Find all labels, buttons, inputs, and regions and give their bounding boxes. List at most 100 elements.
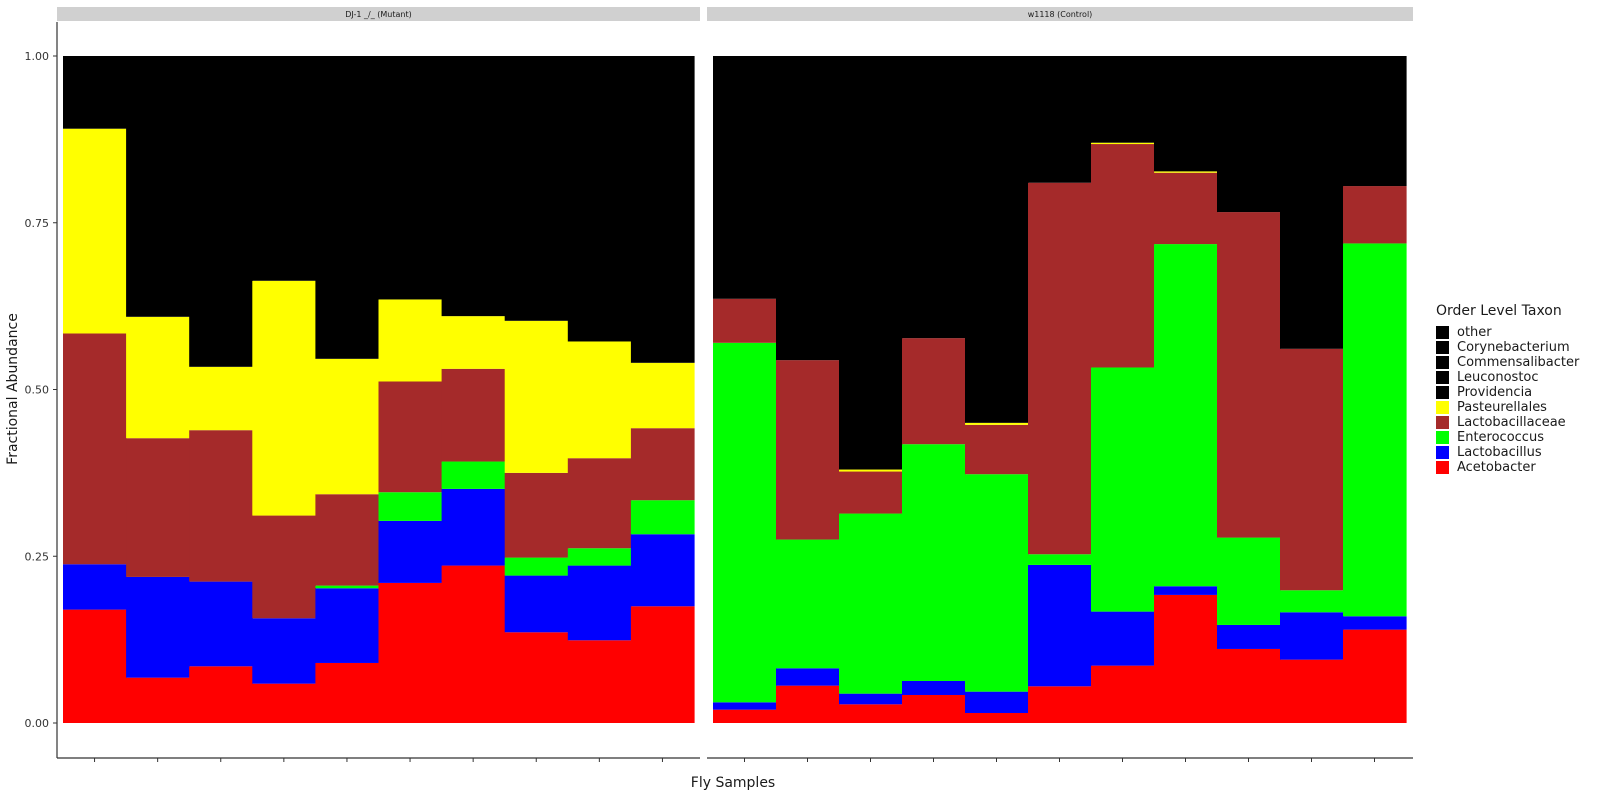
y-tick-label: 1.00	[25, 50, 50, 63]
bar-segment	[1280, 659, 1344, 723]
bar-segment	[315, 494, 380, 586]
bar-segment	[1028, 554, 1092, 565]
bar-segment	[189, 430, 253, 582]
bar-segment	[567, 565, 632, 641]
bar-segment	[315, 56, 380, 359]
bar-segment	[839, 56, 903, 470]
legend-key	[1436, 431, 1449, 444]
legend-key	[1436, 401, 1449, 414]
bar-segment	[441, 316, 506, 369]
bar-segment	[252, 618, 316, 684]
legend-key	[1436, 416, 1449, 429]
legend-key	[1436, 371, 1449, 384]
bar-segment	[1154, 172, 1218, 245]
bar-segment	[965, 713, 1029, 723]
x-axis-label: Fly Samples	[691, 775, 775, 791]
bar-segment	[1091, 144, 1155, 368]
facet-title: DJ-1 _/_ (Mutant)	[345, 10, 411, 19]
bar-segment	[126, 316, 190, 439]
bar-segment	[504, 557, 569, 576]
legend-item: Pasteurellales	[1436, 400, 1596, 415]
bar-segment	[63, 333, 127, 565]
y-tick-label: 0.50	[25, 384, 50, 397]
legend-item: Enterococcus	[1436, 430, 1596, 445]
bar-segment	[902, 56, 966, 339]
bar-segment	[1280, 348, 1344, 591]
bars-layer	[63, 56, 1407, 723]
bar-segment	[630, 606, 695, 723]
bar-segment	[504, 320, 569, 473]
facet-strip	[707, 7, 1413, 21]
bar-segment	[1217, 56, 1281, 213]
bar-segment	[839, 469, 903, 472]
bar-segment	[441, 461, 506, 489]
bar-segment	[189, 581, 253, 667]
bar-segment	[126, 576, 190, 678]
bar-segment	[1217, 648, 1281, 723]
bar-segment	[776, 685, 840, 723]
bar-segment	[839, 513, 903, 694]
bar-segment	[1028, 686, 1092, 723]
legend-key	[1436, 386, 1449, 399]
legend-items: other Corynebacterium Commensalibacter Leuc…	[1436, 325, 1596, 475]
legend-item: Lactobacillus	[1436, 445, 1596, 460]
bar-segment	[713, 709, 777, 723]
bar-segment	[441, 368, 506, 462]
legend-label: Pasteurellales	[1457, 400, 1547, 415]
bar-segment	[1028, 564, 1092, 687]
bar-segment	[567, 341, 632, 459]
bar-segment	[902, 694, 966, 723]
bar-segment	[713, 702, 777, 710]
legend-item: Leuconostoc	[1436, 370, 1596, 385]
legend-item: other	[1436, 325, 1596, 340]
legend-item: Corynebacterium	[1436, 340, 1596, 355]
bar-segment	[713, 298, 777, 343]
legend-item: Acetobacter	[1436, 460, 1596, 475]
legend-label: Lactobacillus	[1457, 445, 1542, 460]
legend-title: Order Level Taxon	[1436, 303, 1562, 319]
bar-segment	[776, 539, 840, 669]
bar-segment	[1343, 243, 1407, 617]
legend-label: Enterococcus	[1457, 430, 1544, 445]
bar-segment	[252, 683, 316, 723]
bar-segment	[1154, 56, 1218, 172]
axes-layer: 0.00 0.25 0.50 0.75 1.00	[25, 22, 1413, 762]
bar-segment	[378, 299, 443, 382]
bar-segment	[1217, 212, 1281, 538]
bar-segment	[1154, 586, 1218, 595]
bar-segment	[63, 128, 127, 334]
legend-item: Lactobacillaceae	[1436, 415, 1596, 430]
bar-segment	[315, 662, 380, 723]
bar-segment	[126, 677, 190, 723]
bar-segment	[378, 381, 443, 493]
facet-strips: DJ-1 _/_ (Mutant) w1118 (Control)	[57, 7, 1413, 21]
legend-item: Providencia	[1436, 385, 1596, 400]
legend-key	[1436, 461, 1449, 474]
legend-label: Acetobacter	[1457, 460, 1536, 475]
bar-segment	[252, 280, 316, 516]
bar-segment	[630, 428, 695, 501]
bar-segment	[1154, 594, 1218, 723]
bar-segment	[713, 56, 777, 299]
bar-segment	[189, 56, 253, 367]
legend-label: Corynebacterium	[1457, 340, 1570, 355]
bar-segment	[63, 609, 127, 723]
bar-segment	[441, 565, 506, 723]
bar-segment	[63, 56, 127, 129]
bar-segment	[1154, 244, 1218, 587]
bar-segment	[567, 56, 632, 342]
bar-segment	[126, 56, 190, 317]
legend-label: other	[1457, 325, 1492, 340]
bar-segment	[776, 668, 840, 686]
bar-segment	[567, 640, 632, 723]
legend-label: Providencia	[1457, 385, 1533, 400]
bar-segment	[1091, 665, 1155, 723]
bar-segment	[567, 548, 632, 566]
bar-segment	[315, 358, 380, 495]
bar-segment	[965, 56, 1029, 423]
y-tick-label: 0.75	[25, 217, 50, 230]
bar-segment	[315, 588, 380, 663]
bar-segment	[965, 691, 1029, 713]
bar-segment	[1154, 171, 1218, 173]
bar-segment	[839, 704, 903, 723]
